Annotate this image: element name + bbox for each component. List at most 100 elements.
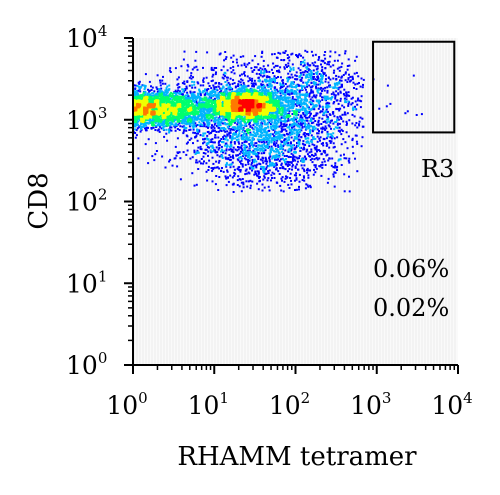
event-dot xyxy=(202,81,205,83)
event-dot xyxy=(295,78,298,81)
event-dot xyxy=(282,82,285,85)
event-dot xyxy=(231,90,233,93)
event-dot xyxy=(304,108,307,110)
event-dot xyxy=(193,120,196,123)
event-dot xyxy=(247,118,250,121)
event-dot xyxy=(277,97,280,100)
event-dot xyxy=(314,137,317,140)
event-dot xyxy=(329,78,332,81)
event-dot xyxy=(337,108,340,110)
event-dot xyxy=(144,128,147,131)
event-dot xyxy=(325,144,328,147)
event-dot xyxy=(246,75,249,78)
event-dot xyxy=(252,145,254,148)
event-dot xyxy=(322,113,325,116)
event-dot xyxy=(156,74,159,77)
event-dot xyxy=(310,118,312,120)
event-dot xyxy=(254,82,257,85)
event-dot xyxy=(285,123,288,126)
event-dot xyxy=(278,155,281,158)
event-dot xyxy=(264,149,267,152)
event-dot xyxy=(248,136,251,139)
event-dot xyxy=(263,74,266,77)
event-dot xyxy=(338,122,341,125)
event-dot xyxy=(266,146,269,149)
event-dot xyxy=(297,113,300,116)
event-dot xyxy=(290,128,293,131)
event-dot xyxy=(274,111,277,114)
event-dot xyxy=(219,129,222,132)
event-dot xyxy=(224,51,227,53)
event-dot xyxy=(307,127,310,130)
event-dot xyxy=(147,162,150,165)
event-dot xyxy=(347,159,350,162)
event-dot xyxy=(348,119,351,122)
event-dot xyxy=(273,165,276,168)
event-dot xyxy=(241,157,243,160)
event-dot xyxy=(142,84,145,87)
event-dot xyxy=(247,131,250,134)
event-dot xyxy=(193,149,196,152)
event-dot xyxy=(306,140,309,143)
event-dot xyxy=(308,108,311,111)
event-dot xyxy=(324,57,327,60)
event-dot xyxy=(210,108,213,111)
event-dot xyxy=(322,106,325,109)
event-dot xyxy=(343,190,346,193)
event-dot xyxy=(221,76,224,79)
event-dot xyxy=(333,128,336,131)
event-dot xyxy=(258,130,260,133)
event-dot xyxy=(157,128,160,131)
event-dot xyxy=(321,76,324,79)
event-dot xyxy=(295,137,298,140)
event-dot xyxy=(269,117,272,120)
event-dot xyxy=(250,142,252,144)
event-dot xyxy=(310,125,313,128)
event-dot xyxy=(295,75,298,78)
event-dot xyxy=(273,53,276,55)
event-dot xyxy=(177,110,180,113)
event-dot xyxy=(303,133,306,136)
event-dot xyxy=(263,116,266,119)
event-dot xyxy=(245,65,248,68)
event-dot xyxy=(223,115,226,118)
event-dot xyxy=(347,77,350,80)
event-dot xyxy=(346,65,349,67)
event-dot xyxy=(227,127,230,130)
event-dot xyxy=(306,74,309,77)
event-dot xyxy=(256,149,259,152)
event-dot xyxy=(150,95,153,98)
event-dot xyxy=(190,101,193,103)
event-dot xyxy=(214,101,217,104)
event-dot xyxy=(240,64,243,67)
event-dot xyxy=(145,119,148,122)
event-dot xyxy=(179,115,182,118)
event-dot xyxy=(267,185,270,188)
event-dot xyxy=(169,94,172,97)
event-dot xyxy=(224,88,227,91)
event-dot xyxy=(239,116,242,119)
event-dot xyxy=(301,167,304,170)
event-dot xyxy=(284,63,287,66)
event-dot xyxy=(210,115,213,118)
event-dot xyxy=(195,103,198,106)
event-dot xyxy=(320,92,323,95)
event-dot xyxy=(164,122,167,125)
event-dot xyxy=(299,116,302,119)
event-dot xyxy=(252,167,255,170)
event-dot xyxy=(142,91,145,94)
event-dot xyxy=(243,64,246,67)
event-dot xyxy=(314,120,317,122)
event-dot xyxy=(298,157,300,160)
event-dot xyxy=(195,96,198,98)
event-dot xyxy=(340,76,343,79)
event-dot xyxy=(297,84,300,87)
event-dot xyxy=(278,118,280,121)
event-dot xyxy=(187,120,190,123)
event-dot xyxy=(174,123,177,126)
event-dot xyxy=(228,145,231,148)
event-dot xyxy=(242,55,245,58)
event-dot xyxy=(299,99,302,102)
event-dot xyxy=(175,154,178,157)
event-dot xyxy=(304,94,307,97)
